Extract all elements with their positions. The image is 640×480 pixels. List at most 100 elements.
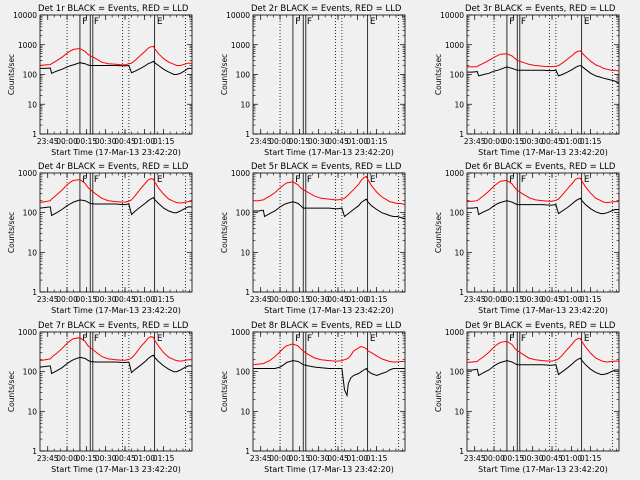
x-tick-label: 01:15: [153, 137, 175, 146]
chart-title: Det 5r BLACK = Events, RED = LLD: [251, 162, 402, 172]
x-tick-label: 23:45: [464, 137, 486, 146]
x-tick-label: 23:45: [37, 454, 59, 463]
x-axis-label: Start Time (17-Mar-13 23:42:20): [264, 148, 394, 157]
x-tick-label: 00:45: [114, 295, 136, 304]
y-axis-label: Counts/sec: [434, 212, 443, 253]
y-tick-label: 1000: [445, 169, 464, 178]
series-line-events: [39, 196, 192, 217]
x-tick-label: 01:00: [347, 454, 369, 463]
chart-panel-7: Det 7r BLACK = Events, RED = LLD 1 10 100 10…: [7, 321, 193, 474]
x-tick-label: 00:30: [522, 137, 544, 146]
chart-panel-3: Det 3r BLACK = Events, RED = LLD 1 10 100 10…: [434, 4, 620, 157]
y-tick-label: 1000: [18, 328, 37, 337]
y-axis-label: Counts/sec: [7, 212, 16, 253]
chart-title: Det 8r BLACK = Events, RED = LLD: [251, 321, 402, 331]
flag-label: F: [94, 17, 99, 27]
x-tick-label: 01:15: [366, 137, 388, 146]
chart-panel-1: Det 1r BLACK = Events, RED = LLD 1 10 100 10…: [7, 4, 193, 157]
y-tick-label: 100: [23, 71, 38, 80]
x-tick-label: 23:45: [464, 295, 486, 304]
plot-frame: [466, 172, 620, 293]
y-tick-label: 1: [32, 288, 37, 297]
x-tick-label: 00:30: [308, 295, 330, 304]
y-tick-label: 100: [23, 209, 38, 218]
series-line-lld: [39, 178, 192, 204]
y-axis-label: Counts/sec: [220, 54, 229, 95]
plot-frame: [39, 14, 193, 135]
flag-label: F: [295, 17, 300, 27]
y-tick-label: 100: [23, 368, 38, 377]
y-tick-label: 1: [245, 447, 250, 456]
x-tick-label: 01:15: [580, 454, 602, 463]
x-tick-label: 00:15: [503, 454, 525, 463]
x-tick-label: 00:15: [289, 454, 311, 463]
plot-frame: [466, 331, 620, 452]
flag-label: F: [509, 17, 514, 27]
series-line-lld: [467, 50, 620, 72]
y-axis-label: Counts/sec: [434, 54, 443, 95]
y-tick-label: 10: [454, 407, 464, 416]
y-tick-label: 10: [240, 248, 250, 257]
flag-label: F: [295, 334, 300, 344]
series-line-lld: [466, 338, 619, 363]
y-tick-label: 100: [450, 209, 465, 218]
x-tick-label: 00:45: [114, 454, 136, 463]
x-tick-label: 00:45: [327, 454, 349, 463]
y-tick-label: 1000: [445, 328, 464, 337]
chart-title: Det 6r BLACK = Events, RED = LLD: [465, 162, 616, 172]
x-axis-label: Start Time (17-Mar-13 23:42:20): [478, 306, 608, 315]
y-tick-label: 10: [240, 100, 250, 109]
chart-panel-5: Det 5r BLACK = Events, RED = LLD 1 10 100 10…: [220, 162, 406, 315]
series-line-events: [467, 64, 620, 84]
flag-label: F: [82, 17, 87, 27]
flag-label: F: [307, 175, 312, 185]
x-axis-label: Start Time (17-Mar-13 23:42:20): [264, 465, 394, 474]
y-tick-label: 1: [459, 288, 464, 297]
flag-label: F: [94, 334, 99, 344]
x-tick-label: 23:45: [250, 137, 272, 146]
x-tick-label: 23:45: [250, 295, 272, 304]
flag-label: E: [584, 175, 590, 185]
y-tick-label: 1: [245, 288, 250, 297]
x-tick-label: 23:45: [37, 137, 59, 146]
y-tick-label: 10000: [440, 11, 464, 20]
y-tick-label: 100: [236, 209, 251, 218]
y-tick-label: 10: [27, 248, 37, 257]
x-tick-label: 01:15: [153, 295, 175, 304]
flag-label: F: [94, 175, 99, 185]
x-tick-label: 00:00: [269, 137, 291, 146]
plot-frame: [39, 331, 193, 452]
y-tick-label: 1000: [231, 41, 250, 50]
x-tick-label: 23:45: [250, 454, 272, 463]
flag-label: E: [157, 175, 163, 185]
x-axis-label: Start Time (17-Mar-13 23:42:20): [264, 306, 394, 315]
x-tick-label: 00:30: [95, 137, 117, 146]
x-tick-label: 00:45: [327, 295, 349, 304]
flag-label: F: [521, 175, 526, 185]
x-tick-label: 01:00: [134, 137, 156, 146]
plot-frame: [252, 14, 406, 135]
y-tick-label: 1: [32, 447, 37, 456]
x-tick-label: 00:45: [327, 137, 349, 146]
x-tick-label: 00:00: [56, 137, 78, 146]
x-tick-label: 00:30: [522, 454, 544, 463]
x-tick-label: 00:15: [76, 295, 98, 304]
x-tick-label: 00:30: [308, 137, 330, 146]
flag-label: F: [509, 334, 514, 344]
y-axis-label: Counts/sec: [220, 371, 229, 412]
flag-label: F: [82, 334, 87, 344]
x-tick-label: 00:15: [503, 137, 525, 146]
x-tick-label: 00:00: [483, 454, 505, 463]
x-tick-label: 00:00: [269, 295, 291, 304]
chart-panel-4: Det 4r BLACK = Events, RED = LLD 1 10 100 10…: [7, 162, 193, 315]
flag-label: F: [521, 17, 526, 27]
chart-title: Det 1r BLACK = Events, RED = LLD: [38, 4, 189, 14]
chart-panel-2: Det 2r BLACK = Events, RED = LLD 1 10 100 10…: [220, 4, 406, 157]
x-axis-label: Start Time (17-Mar-13 23:42:20): [478, 148, 608, 157]
x-tick-label: 01:00: [561, 137, 583, 146]
x-tick-label: 01:00: [347, 137, 369, 146]
y-tick-label: 10000: [13, 11, 37, 20]
x-tick-label: 00:15: [289, 295, 311, 304]
flag-label: E: [157, 334, 163, 344]
